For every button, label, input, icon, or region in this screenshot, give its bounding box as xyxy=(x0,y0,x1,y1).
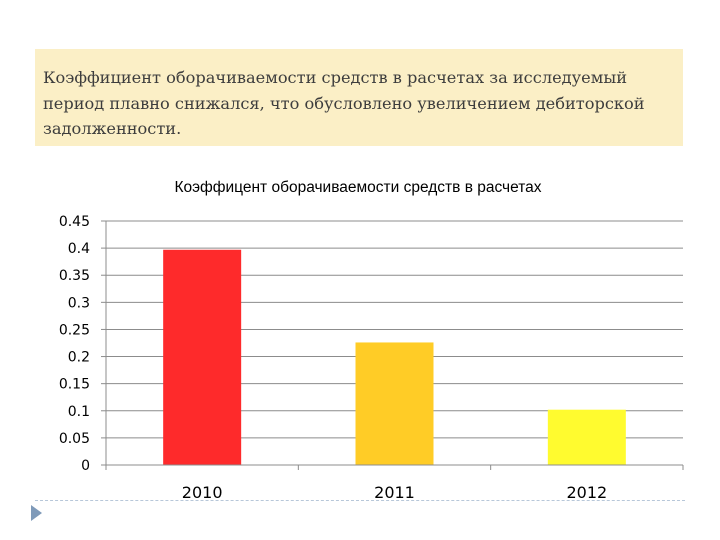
bars-group xyxy=(163,249,626,465)
y-tick-label: 0.25 xyxy=(59,322,90,338)
bar-2010 xyxy=(163,249,242,465)
y-tick-label: 0.15 xyxy=(59,377,90,393)
paragraph-text: Коэффициент оборачиваемости средств в ра… xyxy=(43,68,645,138)
bar-2012 xyxy=(547,409,626,465)
y-tick-label: 0.35 xyxy=(59,268,90,284)
y-tick-label: 0.3 xyxy=(68,295,90,311)
footer-divider xyxy=(35,500,685,501)
y-tick-label: 0.1 xyxy=(68,404,90,420)
y-tick-label: 0.45 xyxy=(59,214,90,230)
chart-title: Коэффицент оборачиваемости средств в рас… xyxy=(174,179,541,196)
x-tick-label: 2012 xyxy=(566,483,607,502)
triangle-bullet-icon xyxy=(31,505,42,521)
y-tick-label: 0.2 xyxy=(68,350,90,366)
x-axis-ticks: 2010 2011 2012 xyxy=(105,465,684,502)
y-tick-label: 0.05 xyxy=(59,431,90,447)
y-tick-label: 0 xyxy=(81,458,90,474)
text-block: Коэффициент оборачиваемости средств в ра… xyxy=(35,49,683,146)
x-tick-label: 2010 xyxy=(182,483,223,502)
axes xyxy=(105,221,683,466)
bar-2011 xyxy=(355,342,434,465)
y-axis-ticks: 0 0.05 0.1 0.15 0.2 0.25 0.3 0.35 0.4 0.45 xyxy=(59,214,106,474)
x-tick-label: 2011 xyxy=(374,483,415,502)
y-tick-label: 0.4 xyxy=(68,241,90,257)
